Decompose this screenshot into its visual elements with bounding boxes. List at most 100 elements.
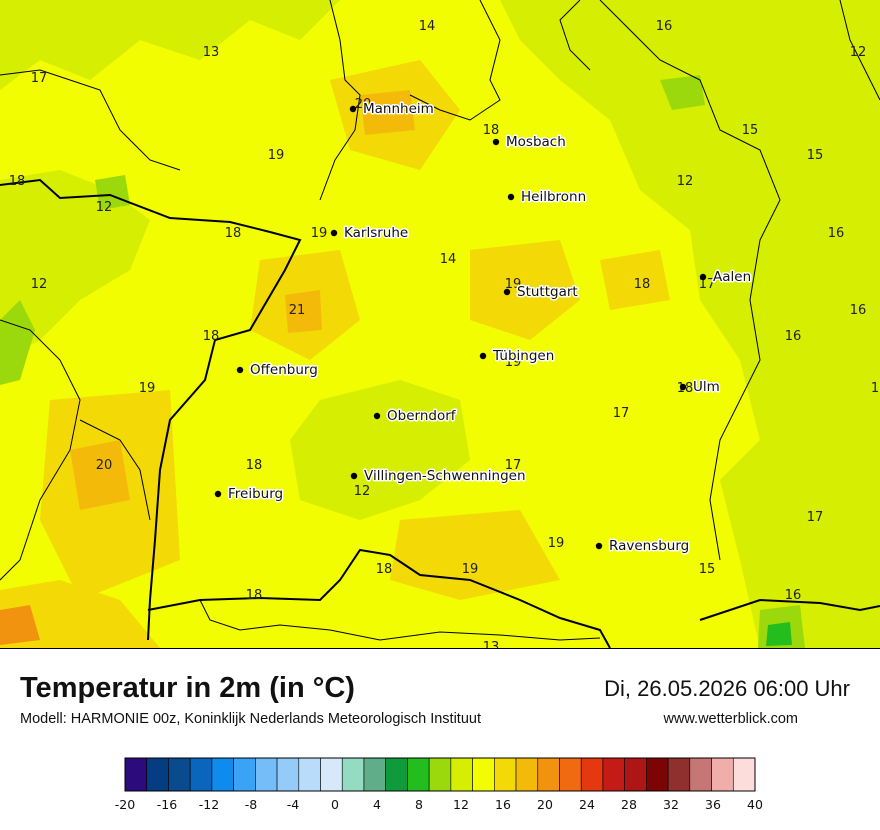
temperature-value: 18	[225, 226, 242, 241]
temperature-value: 1	[871, 381, 879, 396]
temperature-value: 17	[807, 510, 824, 525]
color-scale-box	[472, 757, 495, 792]
city-marker	[492, 138, 500, 146]
city-marker	[350, 472, 358, 480]
state-border-north	[319, 0, 361, 201]
city-marker	[330, 229, 338, 237]
color-scale-box	[515, 757, 539, 792]
temperature-value: 18	[483, 123, 500, 138]
temperature-value: 13	[483, 640, 500, 649]
temperature-value: 17	[613, 406, 630, 421]
city-label: Ulm	[693, 379, 720, 395]
color-scale-box	[146, 757, 169, 792]
scale-tick-label: 36	[705, 797, 721, 812]
scale-tick-label: 0	[331, 797, 339, 812]
model-subtitle: Modell: HARMONIE 00z, Koninklijk Nederla…	[20, 711, 481, 727]
warm-area-7	[600, 250, 670, 310]
district-line-4	[0, 319, 81, 581]
temperature-value: 20	[96, 458, 113, 473]
cool-area-northeast	[500, 0, 880, 648]
scale-tick-label: -4	[287, 797, 300, 812]
temperature-value: 17	[31, 71, 48, 86]
temperature-value: 15	[699, 562, 716, 577]
city-marker	[373, 412, 381, 420]
temperature-value: 12	[677, 174, 694, 189]
temperature-value: 14	[440, 252, 457, 267]
hot-spot-2	[285, 290, 322, 333]
temperature-value: 16	[850, 303, 867, 318]
temperature-value: 21	[289, 303, 306, 318]
city-marker	[479, 352, 487, 360]
city-label: Heilbronn	[521, 189, 586, 205]
map-title: Temperatur in 2m (in °C)	[20, 672, 355, 704]
temperature-value: 13	[203, 45, 220, 60]
color-scale-outline	[124, 757, 756, 792]
scale-tick-label: -20	[115, 797, 135, 812]
city-marker	[349, 105, 357, 113]
temperature-value: 16	[785, 329, 802, 344]
city-label: Tübingen	[492, 348, 554, 364]
color-scale-box	[124, 757, 148, 792]
color-scale-box	[602, 757, 625, 792]
temperature-value: 19	[548, 536, 565, 551]
temperature-value: 18	[246, 588, 263, 603]
warm-area-5	[390, 510, 560, 600]
color-scale-box	[428, 757, 452, 792]
color-scale-box	[711, 757, 734, 792]
color-scale-box	[689, 757, 712, 792]
temperature-value: 19	[311, 226, 328, 241]
color-scale-legend: -20 -16 -12 -8 -4 0 4 8 12 16 20 24 28 32 36 40	[115, 757, 763, 812]
state-border-se	[699, 598, 880, 621]
district-line-8	[839, 0, 880, 101]
color-scale-box	[363, 757, 386, 792]
temperature-value: 12	[96, 200, 113, 215]
district-line-6	[199, 599, 601, 641]
scale-tick-label: -16	[157, 797, 177, 812]
temperature-value: 19	[139, 381, 156, 396]
city-label: Stuttgart	[517, 284, 578, 300]
city-label: Villingen-Schwenningen	[364, 468, 526, 484]
city-label: Offenburg	[250, 362, 318, 378]
cool-area-north	[0, 0, 340, 90]
scale-tick-label: 24	[579, 797, 595, 812]
website-link[interactable]: www.wetterblick.com	[663, 711, 798, 727]
city-label: Oberndorf	[387, 408, 457, 424]
cool-area-center	[290, 380, 470, 520]
temperature-value: 18	[634, 277, 651, 292]
temperature-value: 18	[376, 562, 393, 577]
city-marker	[503, 288, 511, 296]
scale-tick-label: 28	[621, 797, 637, 812]
scale-tick-label: 32	[663, 797, 679, 812]
city-marker	[595, 542, 603, 550]
scale-tick-label: 40	[747, 797, 763, 812]
temperature-value: 18	[203, 329, 220, 344]
temperature-value: 16	[656, 19, 673, 34]
color-scale-box	[624, 757, 647, 792]
district-line-2	[409, 0, 501, 121]
cool-area-west	[0, 170, 150, 360]
color-scale-box	[450, 757, 473, 792]
temperature-value: 18	[9, 174, 26, 189]
city-label: Aalen	[713, 269, 751, 285]
color-scale-box	[255, 757, 278, 792]
color-scale-box	[667, 757, 691, 792]
temperature-value: 16	[828, 226, 845, 241]
temperature-value: 16	[785, 588, 802, 603]
forecast-datetime: Di, 26.05.2026 06:00 Uhr	[604, 676, 850, 701]
state-border	[0, 178, 302, 641]
color-scale-box	[407, 757, 430, 792]
color-scale-box	[211, 757, 234, 792]
temperature-value: 17	[505, 458, 522, 473]
city-marker	[507, 193, 515, 201]
temperature-value: 17	[699, 277, 716, 292]
color-scale-box	[537, 757, 560, 792]
color-scale-box	[732, 757, 756, 792]
scale-tick-label: 8	[415, 797, 423, 812]
temperature-value: 12	[850, 45, 867, 60]
city-marker	[679, 383, 687, 391]
scale-tick-label: 12	[453, 797, 469, 812]
state-border-south	[147, 548, 611, 648]
color-scale-box	[276, 757, 300, 792]
temperature-value: 18	[246, 458, 263, 473]
temperature-value: 19	[505, 355, 522, 370]
